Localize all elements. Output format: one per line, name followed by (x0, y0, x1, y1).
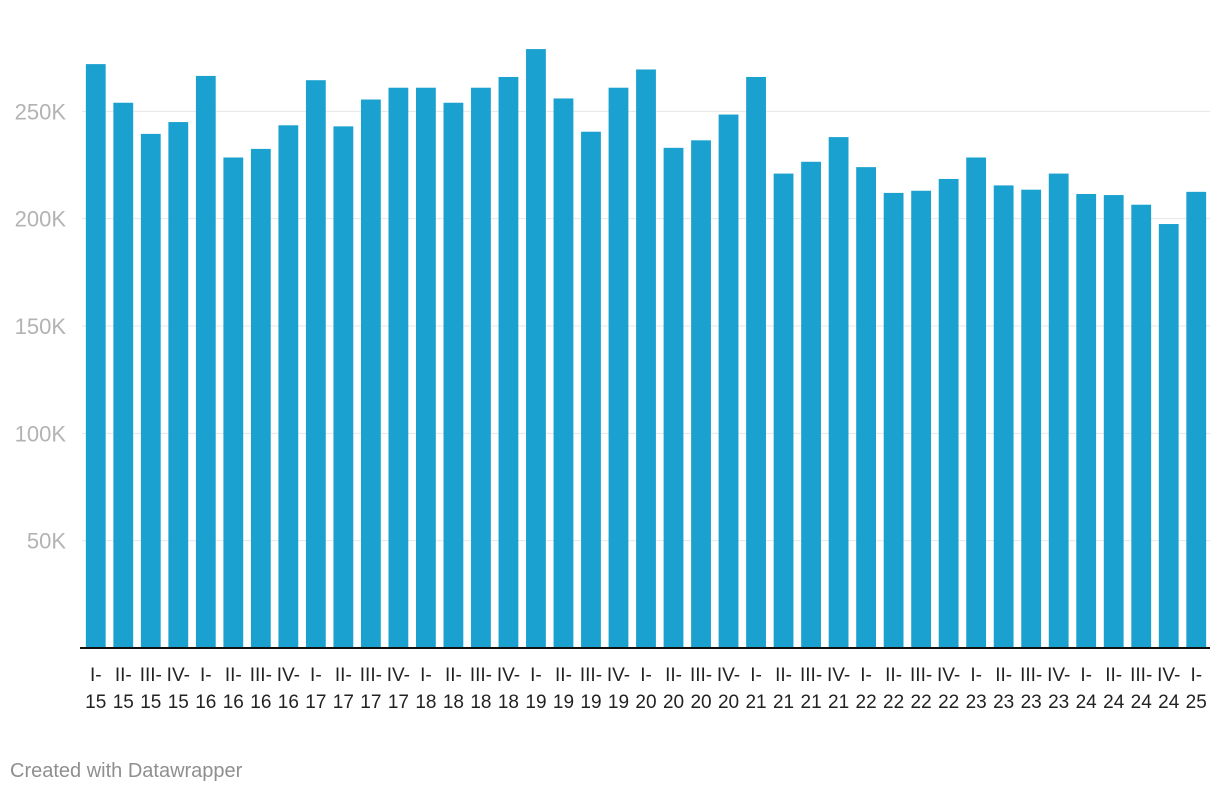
x-tick-label: IV-18 (497, 665, 520, 713)
y-tick-label: 100K (15, 421, 67, 446)
bar (223, 157, 244, 648)
x-tick-label: III-17 (360, 665, 382, 713)
x-tick-label: IV-21 (827, 665, 850, 713)
x-tick-label: III-23 (1020, 665, 1042, 713)
bar (471, 87, 491, 649)
x-tick-label: I-25 (1186, 665, 1207, 713)
bar (608, 87, 629, 649)
bar (1103, 195, 1124, 648)
x-tick-label: IV-20 (717, 665, 740, 713)
x-tick-label: III-16 (250, 665, 272, 713)
bar (553, 98, 574, 649)
x-tick-label: I-24 (1076, 665, 1098, 713)
x-tick-label: III-22 (910, 665, 932, 713)
bar (856, 167, 877, 648)
x-tick-label: IV-22 (937, 665, 960, 713)
x-tick-label: I-18 (415, 665, 436, 713)
bar (195, 75, 216, 648)
x-tick-label: III-15 (140, 665, 162, 713)
bar (526, 49, 546, 648)
bar (415, 87, 436, 649)
bar (1021, 189, 1042, 649)
x-tick-label: II-21 (773, 665, 794, 713)
credit-text: Created with Datawrapper (10, 760, 243, 782)
x-tick-label: II-18 (443, 665, 464, 713)
x-tick-label: III-18 (470, 665, 492, 713)
bar (911, 190, 932, 648)
x-tick-label: III-21 (800, 665, 822, 713)
bar (966, 157, 987, 648)
bar-chart: 50K 100K 150K 200K 250K I-15 II-15 III-15IV-15… (15, 49, 1210, 713)
bar (1131, 204, 1152, 649)
x-tick-label: I-15 (85, 665, 106, 713)
x-tick-label: III-20 (690, 665, 712, 713)
bar (113, 102, 134, 649)
bar (883, 192, 904, 648)
bar (718, 114, 739, 648)
bar (938, 178, 959, 648)
x-tick-label: I-21 (745, 665, 766, 713)
y-tick-label: 50K (27, 529, 66, 554)
x-tick-label: IV-17 (387, 665, 410, 713)
bar (773, 173, 794, 648)
bar (388, 87, 409, 649)
bar (250, 148, 271, 648)
bar (278, 125, 299, 648)
bar (498, 76, 519, 648)
x-tick-label: I-16 (195, 665, 216, 713)
bar (801, 161, 821, 648)
bar (1048, 173, 1069, 648)
bar (828, 137, 849, 649)
x-tick-label: II-23 (993, 665, 1014, 713)
bar (305, 80, 326, 648)
bar (663, 147, 684, 648)
y-tick-label: 150K (15, 314, 67, 339)
x-tick-label: IV-19 (607, 665, 630, 713)
bar (1076, 193, 1097, 649)
x-tick-label: II-22 (883, 665, 904, 713)
x-tick-label: IV-16 (277, 665, 300, 713)
x-tick-label: III-19 (580, 665, 602, 713)
x-tick-label: I-17 (305, 665, 326, 713)
x-tick-label: IV-24 (1157, 665, 1180, 713)
bar (636, 69, 656, 649)
x-tick-label: IV-23 (1047, 665, 1070, 713)
bar (1158, 224, 1179, 649)
bar (168, 122, 189, 649)
x-tick-label: I-22 (856, 665, 877, 713)
x-tick-label: II-15 (113, 665, 134, 713)
bar (993, 185, 1014, 649)
bars (85, 49, 1207, 649)
x-tick-label: II-19 (553, 665, 574, 713)
x-tick-label: II-24 (1103, 665, 1125, 713)
bar (1186, 191, 1207, 649)
x-tick-label: II-16 (223, 665, 244, 713)
x-tick-label: I-19 (525, 665, 546, 713)
bar (746, 76, 766, 648)
bar (691, 140, 711, 648)
x-tick-label: I-20 (635, 665, 656, 713)
y-tick-label: 200K (15, 207, 67, 232)
bar (85, 64, 106, 648)
bar (443, 102, 464, 649)
bar (140, 133, 161, 648)
bar (333, 126, 354, 649)
x-tick-label: I-23 (966, 665, 987, 713)
x-tick-label: II-20 (663, 665, 684, 713)
x-tick-label: III-24 (1130, 665, 1152, 713)
y-tick-label: 250K (15, 99, 67, 124)
bar (360, 99, 381, 648)
y-axis-ticks: 50K 100K 150K 200K 250K (15, 99, 67, 553)
bar (581, 131, 601, 648)
x-tick-label: II-17 (333, 665, 354, 713)
x-tick-label: IV-15 (167, 665, 190, 713)
